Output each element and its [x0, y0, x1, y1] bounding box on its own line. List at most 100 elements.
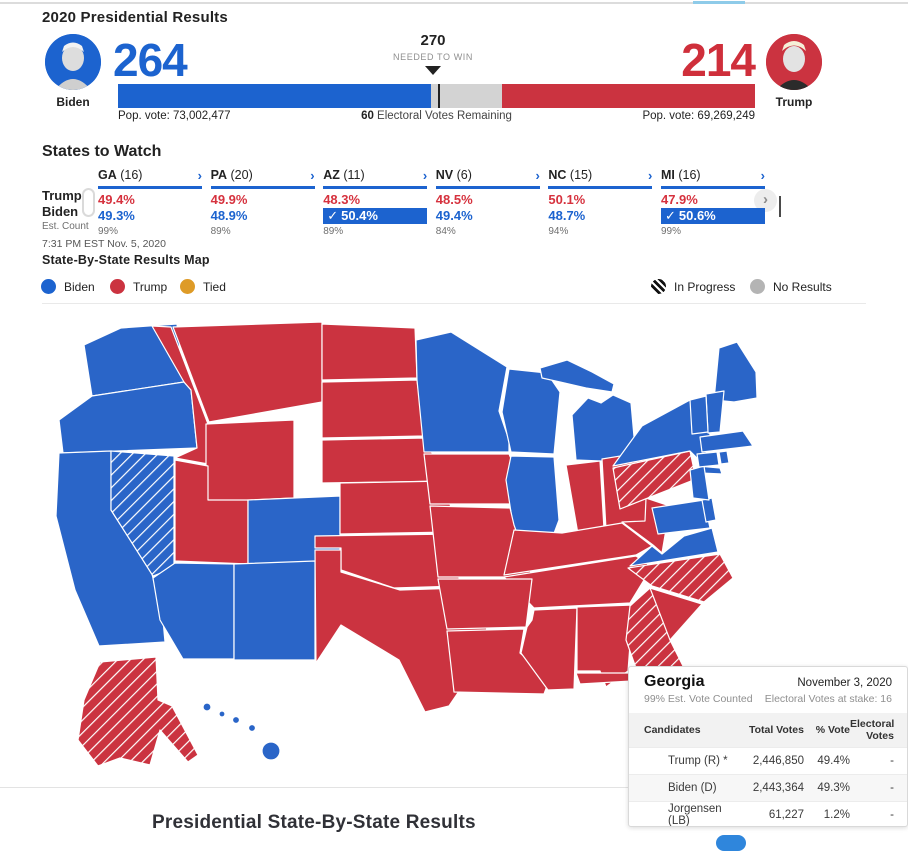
map-state-sd[interactable] — [321, 379, 425, 439]
map-state-mi[interactable] — [539, 359, 615, 393]
map-state-in[interactable] — [565, 460, 605, 535]
candidate-pct: 1.2% — [823, 809, 850, 821]
col-total-votes: Total Votes — [748, 724, 804, 736]
map-state-ri[interactable] — [718, 450, 730, 465]
map-state-hi[interactable] — [218, 710, 226, 718]
state-abbr: MI — [660, 168, 675, 182]
col-pct-vote: % Vote — [815, 724, 850, 736]
state-header-link[interactable]: MI (16) › — [661, 168, 765, 184]
legend-label: Biden — [64, 279, 95, 294]
map-state-ia[interactable] — [423, 453, 517, 505]
legend-label: Tied — [203, 279, 226, 294]
row-label-trump: Trump — [42, 188, 82, 203]
map-state-az[interactable] — [152, 562, 235, 660]
state-detail-tooltip: Georgia November 3, 2020 99% Est. Vote C… — [628, 666, 908, 827]
tooltip-est-counted: 99% Est. Vote Counted — [644, 693, 753, 705]
map-state-mi[interactable] — [571, 394, 636, 463]
map-state-md[interactable] — [651, 499, 711, 535]
biden-legend-dot-icon — [41, 279, 56, 294]
remaining-votes-text: 60 Electoral Votes Remaining — [118, 110, 755, 122]
state-abbr: NV — [435, 168, 454, 182]
trump-pct: 47.9% — [660, 192, 698, 207]
column-underline — [548, 186, 653, 189]
tooltip-ev-at-stake: Electoral Votes at stake: 16 — [764, 693, 892, 705]
est-count-pct: 84% — [435, 226, 456, 237]
needed-to-win-value: 270 — [420, 32, 446, 49]
trump-portrait-icon — [766, 34, 822, 90]
map-state-hi[interactable] — [247, 723, 257, 733]
legend-label: In Progress — [674, 279, 736, 294]
map-state-nm[interactable] — [233, 560, 316, 661]
map-state-hi[interactable] — [231, 715, 241, 725]
map-control-pill[interactable] — [716, 835, 746, 851]
chevron-right-icon: › — [422, 168, 428, 183]
chevron-right-icon: › — [648, 168, 653, 183]
col-electoral-votes: Electoral Votes — [850, 718, 895, 742]
map-state-nc[interactable] — [627, 553, 734, 603]
trump-name-label: Trump — [775, 95, 813, 109]
carousel-scroll-indicator — [779, 196, 781, 217]
biden-pct: ✓ 50.4% — [323, 208, 428, 224]
map-state-ct[interactable] — [696, 451, 720, 468]
trump-avatar — [766, 34, 822, 90]
trump-pct: 49.4% — [98, 192, 135, 207]
state-header-link[interactable]: PA (20) › — [211, 168, 315, 184]
map-state-or[interactable] — [58, 381, 198, 454]
map-state-id[interactable] — [151, 325, 209, 465]
map-state-nd[interactable] — [321, 323, 418, 381]
pop-vote-row: Pop. vote: 73,002,477 60 Electoral Votes… — [118, 110, 755, 122]
est-count-pct: 89% — [323, 226, 344, 237]
map-state-nh[interactable] — [705, 390, 725, 434]
column-underline — [323, 186, 428, 189]
candidate-total: 61,227 — [768, 809, 804, 821]
in-progress-legend-dot-icon — [651, 279, 666, 294]
map-state-ak[interactable] — [77, 656, 199, 767]
map-state-wy[interactable] — [205, 419, 295, 503]
trump-bar-segment — [501, 84, 755, 108]
state-header-link[interactable]: NC (15) › — [548, 168, 652, 184]
remaining-count: 60 — [361, 110, 374, 122]
state-header-link[interactable]: NV (6) › — [436, 168, 540, 184]
est-count-pct: 99% — [98, 226, 119, 237]
column-underline — [210, 186, 315, 189]
biden-pct: ✓48.7% — [548, 208, 652, 224]
state-column-nc: NC (15) › 50.1% ✓48.7% 94% — [548, 168, 661, 237]
candidate-name: Jorgensen (LB) — [668, 803, 722, 827]
states-to-watch-heading: States to Watch — [42, 143, 162, 160]
section-divider — [42, 303, 866, 304]
states-to-watch-carousel: GA (16)› 49.4% ✓49.3% 99% PA (20)› 49.9%… — [98, 168, 774, 237]
est-count-pct: 89% — [210, 226, 231, 237]
biden-pct-value: 48.9% — [210, 208, 248, 223]
biden-pct: ✓ 50.6% — [660, 208, 765, 224]
state-ev: (15) — [566, 168, 593, 182]
biden-name-label: Biden — [56, 95, 90, 109]
map-section-heading: State-By-State Results Map — [42, 253, 210, 267]
candidate-pct: 49.4% — [817, 755, 850, 767]
est-count-pct: 94% — [548, 226, 569, 237]
map-state-hi[interactable] — [261, 741, 281, 761]
chevron-right-icon: › — [310, 168, 315, 183]
last-updated-timestamp: 7:31 PM EST Nov. 5, 2020 — [42, 238, 166, 250]
candidate-name: Biden (D) — [668, 782, 717, 794]
biden-avatar — [45, 34, 101, 90]
candidate-ev: - — [890, 782, 894, 794]
chevron-right-icon: › — [197, 168, 202, 183]
map-state-va[interactable] — [629, 527, 719, 567]
map-state-ma[interactable] — [699, 430, 754, 453]
map-state-ar[interactable] — [437, 578, 533, 630]
state-ev: (16) — [674, 168, 701, 182]
state-header-link[interactable]: GA (16) › — [98, 168, 202, 184]
biden-pct: ✓49.3% — [98, 208, 202, 224]
map-state-hi[interactable] — [202, 702, 212, 712]
trump-pop-vote: Pop. vote: 69,269,249 — [642, 110, 755, 122]
carousel-right-paddle[interactable]: › — [754, 189, 777, 212]
map-state-wi[interactable] — [501, 368, 561, 455]
map-state-me[interactable] — [713, 341, 758, 403]
state-header-link[interactable]: AZ (11) › — [323, 168, 427, 184]
column-underline — [435, 186, 540, 189]
map-state-mn[interactable] — [415, 331, 510, 453]
map-state-vt[interactable] — [689, 395, 709, 435]
biden-pct: ✓49.4% — [436, 208, 540, 224]
carousel-left-paddle[interactable] — [82, 188, 95, 217]
column-underline — [98, 186, 202, 189]
